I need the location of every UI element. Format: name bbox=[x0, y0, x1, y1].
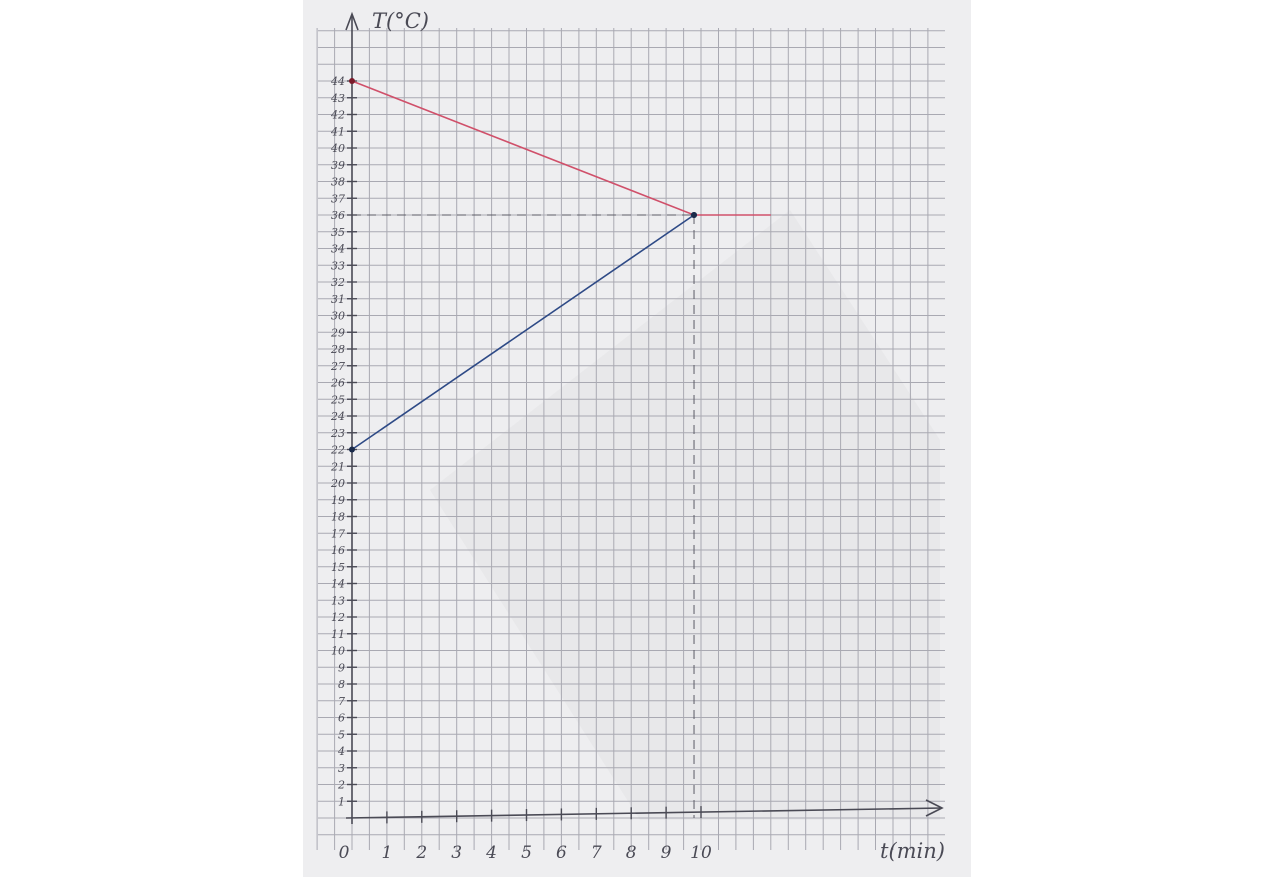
x-tick-label: 2 bbox=[415, 843, 427, 863]
y-tick-label: 1 bbox=[338, 795, 345, 808]
y-tick-label: 22 bbox=[330, 444, 345, 457]
y-tick-label: 18 bbox=[331, 511, 345, 524]
y-tick-label: 7 bbox=[338, 695, 345, 708]
y-tick-label: 8 bbox=[338, 678, 345, 691]
y-tick-label: 23 bbox=[330, 427, 345, 440]
y-tick-label: 26 bbox=[330, 377, 345, 390]
y-tick-label: 42 bbox=[330, 109, 345, 122]
x-tick-label: 3 bbox=[451, 843, 462, 863]
grid bbox=[316, 28, 945, 850]
y-tick-label: 36 bbox=[331, 209, 345, 222]
series-2-point-2 bbox=[691, 212, 697, 218]
y-tick-label: 30 bbox=[331, 310, 345, 323]
y-tick-label: 32 bbox=[331, 276, 345, 289]
y-tick-label: 44 bbox=[330, 75, 345, 88]
series-1-point-1 bbox=[349, 78, 355, 84]
y-tick-label: 5 bbox=[338, 728, 345, 741]
y-tick-label: 13 bbox=[331, 594, 345, 607]
y-tick-label: 21 bbox=[330, 460, 345, 473]
y-tick-label: 35 bbox=[331, 226, 345, 239]
y-tick-label: 4 bbox=[337, 745, 345, 758]
x-tick-label: 9 bbox=[661, 843, 672, 863]
y-tick-label: 38 bbox=[331, 176, 345, 189]
x-tick-label: 10 bbox=[690, 843, 712, 863]
x-tick-label: 0 bbox=[339, 843, 350, 863]
guide-lines bbox=[352, 214, 695, 818]
y-tick-label: 29 bbox=[330, 326, 345, 339]
y-tick-label: 14 bbox=[331, 578, 345, 591]
series-2-point-1 bbox=[349, 446, 355, 453]
series-line-2 bbox=[351, 214, 695, 451]
y-tick-label: 25 bbox=[330, 393, 345, 406]
y-tick-label: 15 bbox=[331, 561, 345, 574]
x-tick-label: 7 bbox=[591, 843, 602, 863]
y-tick-label: 43 bbox=[330, 92, 345, 105]
y-tick-label: 20 bbox=[330, 477, 345, 490]
x-axis-label: t(min) bbox=[880, 839, 945, 863]
y-tick-label: 16 bbox=[331, 544, 345, 557]
y-tick-label: 24 bbox=[330, 410, 345, 423]
y-tick-label: 9 bbox=[338, 661, 345, 674]
y-tick-label: 33 bbox=[331, 259, 345, 272]
y-tick-label: 27 bbox=[330, 360, 345, 373]
x-axis-arrowhead bbox=[925, 799, 944, 817]
axes bbox=[345, 11, 944, 824]
y-tick-label: 40 bbox=[330, 142, 345, 155]
x-tick-label: 6 bbox=[556, 843, 567, 863]
y-tick-label: 11 bbox=[331, 628, 345, 641]
y-tick-label: 19 bbox=[331, 494, 345, 507]
y-axis-arrowhead bbox=[345, 11, 359, 31]
x-tick-label: 1 bbox=[381, 843, 392, 863]
x-tick-label: 8 bbox=[626, 843, 637, 863]
y-tick-label: 39 bbox=[331, 159, 345, 172]
y-tick-label: 34 bbox=[331, 243, 345, 256]
y-tick-label: 41 bbox=[330, 125, 345, 138]
y-tick-label: 6 bbox=[338, 712, 345, 725]
y-tick-label: 17 bbox=[331, 527, 345, 540]
y-tick-label: 2 bbox=[337, 779, 345, 792]
y-tick-label: 31 bbox=[331, 293, 345, 306]
x-tick-label: 5 bbox=[521, 843, 532, 863]
y-tick-label: 28 bbox=[330, 343, 345, 356]
y-tick-label: 3 bbox=[338, 762, 345, 775]
series-group bbox=[349, 78, 771, 453]
y-ticks: 1234567891011121314151617181920212223242… bbox=[330, 75, 357, 808]
y-axis-label: T(°C) bbox=[372, 9, 429, 33]
x-axis-line bbox=[345, 807, 943, 819]
x-tick-label: 4 bbox=[485, 843, 497, 863]
y-tick-label: 10 bbox=[331, 645, 345, 658]
x-ticks: 0 1 2 3 4 5 6 7 8 9 10 bbox=[339, 806, 712, 863]
y-tick-label: 37 bbox=[331, 192, 345, 205]
y-tick-label: 12 bbox=[331, 611, 345, 624]
